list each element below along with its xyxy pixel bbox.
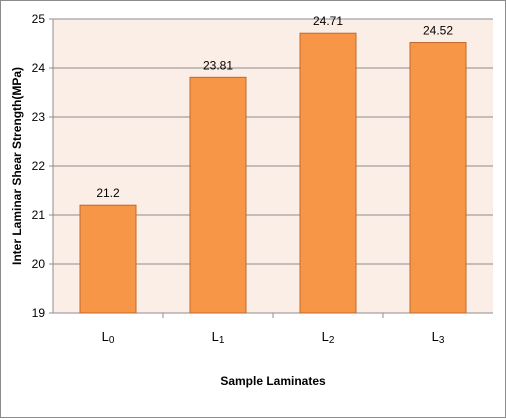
y-tick-label: 20 xyxy=(32,257,46,271)
y-tick-label: 24 xyxy=(32,61,46,75)
x-tick-label: L1 xyxy=(212,329,225,346)
data-label: 24.52 xyxy=(423,24,453,38)
y-axis-title: Inter Laminar Shear Strength(MPa) xyxy=(10,67,24,265)
y-tick-label: 25 xyxy=(32,12,46,26)
y-tick-label: 19 xyxy=(32,306,46,320)
data-labels: 21.2 23.81 24.71 24.52 xyxy=(96,14,453,200)
y-tick-label: 22 xyxy=(32,159,46,173)
bar-l3 xyxy=(409,42,467,314)
x-tick-label: L3 xyxy=(432,329,445,346)
x-axis-title: Sample Laminates xyxy=(220,374,326,388)
data-label: 21.2 xyxy=(96,186,120,200)
bars xyxy=(79,32,467,314)
y-tick-label: 23 xyxy=(32,110,46,124)
x-tick-label: L0 xyxy=(102,329,115,346)
data-label: 23.81 xyxy=(203,58,233,72)
bar-l1 xyxy=(189,76,247,314)
y-tick-labels: 19 20 21 22 23 24 25 xyxy=(32,12,46,320)
data-label: 24.71 xyxy=(313,14,343,28)
bar-l0 xyxy=(79,204,137,314)
bar-l2 xyxy=(299,32,357,314)
x-tick-label: L2 xyxy=(322,329,335,346)
y-tick-label: 21 xyxy=(32,208,46,222)
x-tick-labels: L0 L1 L2 L3 xyxy=(102,329,445,346)
